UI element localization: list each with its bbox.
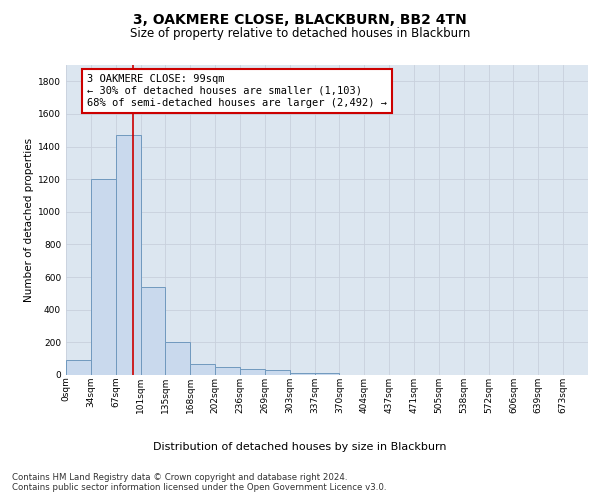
Bar bbox=[240, 369, 265, 375]
Bar bbox=[91, 179, 116, 375]
Text: Size of property relative to detached houses in Blackburn: Size of property relative to detached ho… bbox=[130, 28, 470, 40]
Text: 3, OAKMERE CLOSE, BLACKBURN, BB2 4TN: 3, OAKMERE CLOSE, BLACKBURN, BB2 4TN bbox=[133, 12, 467, 26]
Bar bbox=[215, 368, 240, 375]
Bar bbox=[166, 342, 190, 375]
Text: Distribution of detached houses by size in Blackburn: Distribution of detached houses by size … bbox=[153, 442, 447, 452]
Bar bbox=[190, 364, 215, 375]
Text: 3 OAKMERE CLOSE: 99sqm
← 30% of detached houses are smaller (1,103)
68% of semi-: 3 OAKMERE CLOSE: 99sqm ← 30% of detached… bbox=[87, 74, 387, 108]
Text: Contains public sector information licensed under the Open Government Licence v3: Contains public sector information licen… bbox=[12, 484, 386, 492]
Y-axis label: Number of detached properties: Number of detached properties bbox=[24, 138, 34, 302]
Text: Contains HM Land Registry data © Crown copyright and database right 2024.: Contains HM Land Registry data © Crown c… bbox=[12, 472, 347, 482]
Bar bbox=[140, 287, 166, 375]
Bar bbox=[314, 374, 340, 375]
Bar bbox=[290, 372, 314, 375]
Bar bbox=[265, 370, 290, 375]
Bar bbox=[66, 360, 91, 375]
Bar bbox=[116, 135, 140, 375]
